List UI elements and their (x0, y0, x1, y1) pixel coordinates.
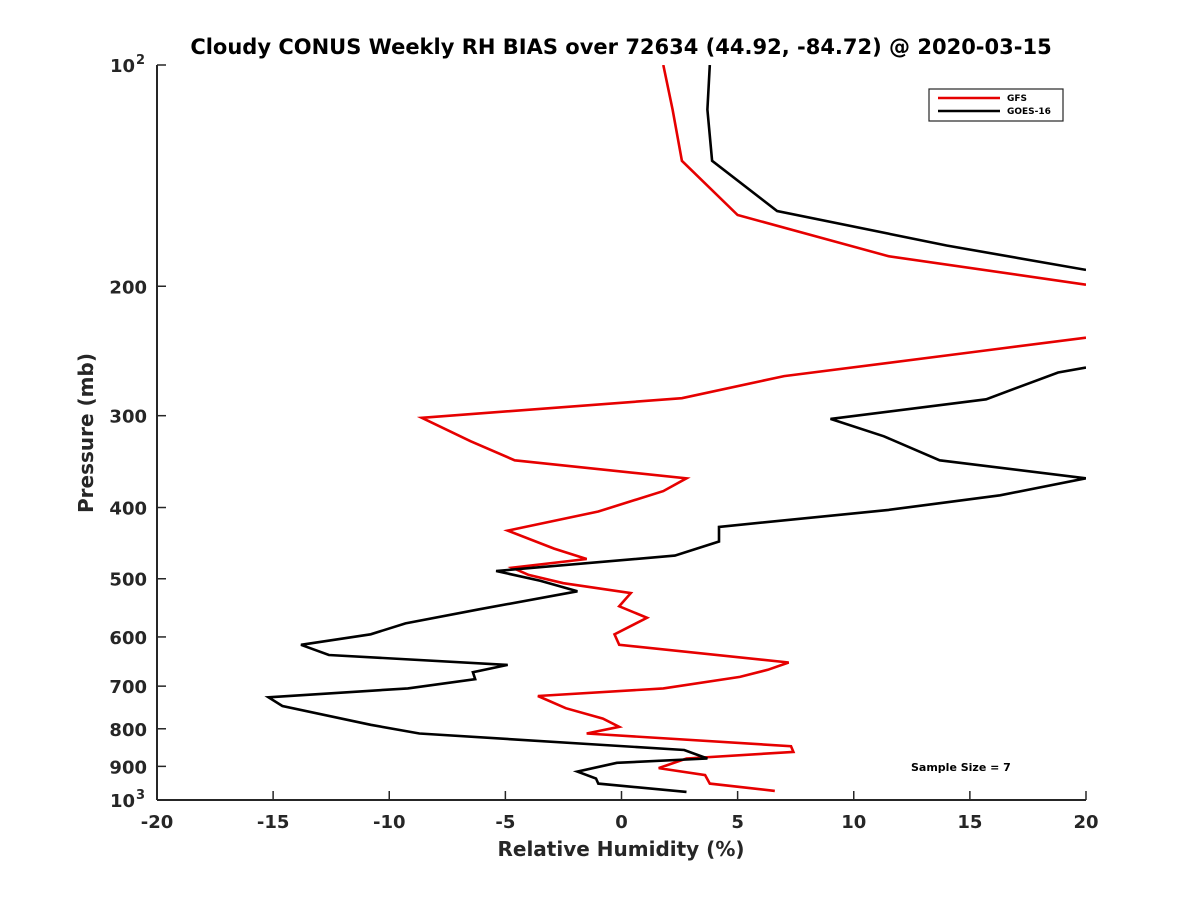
series-line-gfs (416, 336, 1086, 793)
series-line-goes16 (264, 366, 1086, 794)
y-tick-label: 800 (109, 720, 147, 741)
x-tick-label: 10 (841, 812, 866, 833)
y-tick-label: 10 (110, 56, 135, 77)
x-tick-label: 0 (615, 812, 628, 833)
y-tick-exponent: 3 (136, 788, 145, 803)
series-line-goes16 (706, 65, 1086, 272)
series-line-gfs (662, 65, 1086, 286)
series-layer (264, 65, 1086, 794)
x-tick-label: -15 (257, 812, 290, 833)
y-axis-label: Pressure (mb) (74, 353, 98, 513)
y-tick-label: 900 (109, 757, 147, 778)
legend: GFS GOES-16 (928, 88, 1064, 122)
y-tick-exponent: 2 (136, 53, 145, 68)
x-tick-label: 15 (957, 812, 982, 833)
y-tick-label: 500 (109, 570, 147, 591)
y-tick-label: 300 (109, 407, 147, 428)
x-axis-label: Relative Humidity (%) (497, 837, 744, 861)
chart-title: Cloudy CONUS Weekly RH BIAS over 72634 (… (190, 35, 1051, 59)
legend-label-goes16: GOES-16 (1007, 107, 1051, 117)
y-tick-label: 400 (109, 499, 147, 520)
y-tick-label: 700 (109, 677, 147, 698)
y-tick-label: 600 (109, 628, 147, 649)
sample-size-annotation: Sample Size = 7 (911, 761, 1011, 774)
x-tick-label: -20 (141, 812, 174, 833)
x-ticks: -20 -15 -10 -5 0 5 10 15 20 (141, 791, 1099, 833)
legend-box (928, 88, 1064, 122)
x-tick-label: -5 (495, 812, 515, 833)
x-tick-label: -10 (373, 812, 406, 833)
y-tick-label: 10 (110, 791, 135, 812)
y-tick-label: 200 (109, 277, 147, 298)
x-tick-label: 20 (1073, 812, 1098, 833)
x-tick-label: 5 (731, 812, 744, 833)
legend-label-gfs: GFS (1007, 94, 1027, 104)
